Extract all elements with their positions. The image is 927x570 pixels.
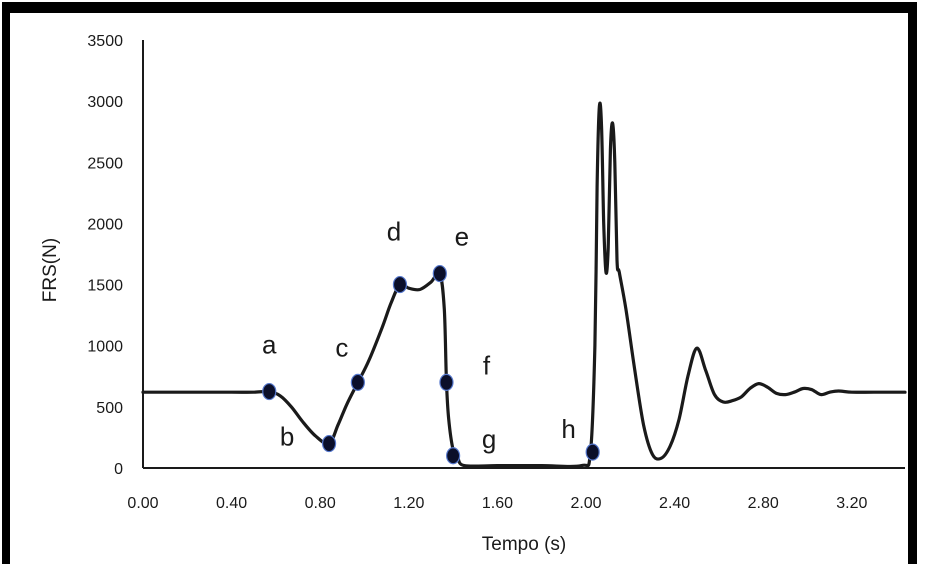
x-tick-label: 0.00 <box>127 495 158 512</box>
point-marker-h <box>585 443 600 461</box>
x-tick-label: 2.00 <box>570 495 601 512</box>
point-label-a: a <box>262 330 277 360</box>
point-markers <box>262 264 600 465</box>
point-label-d: d <box>387 217 401 247</box>
x-tick-label: 2.40 <box>659 495 690 512</box>
point-marker-d <box>392 275 408 294</box>
x-tick-label: 1.20 <box>393 495 424 512</box>
x-tick-label: 0.80 <box>305 495 336 512</box>
y-tick-label: 2000 <box>87 216 123 233</box>
point-label-b: b <box>280 422 294 452</box>
x-tick-label: 1.60 <box>482 495 513 512</box>
x-tick-label: 2.80 <box>748 495 779 512</box>
point-marker-b <box>321 434 337 453</box>
point-marker-c <box>350 373 365 391</box>
point-label-g: g <box>482 424 496 454</box>
point-marker-a <box>262 382 277 401</box>
series-line <box>141 101 907 469</box>
x-tick-labels: 0.00 0.40 0.80 1.20 1.60 2.00 2.40 2.80 3.20 <box>127 495 867 512</box>
y-tick-label: 0 <box>114 461 123 478</box>
y-tick-label: 1500 <box>87 278 123 295</box>
x-axis-title: Tempo (s) <box>482 534 566 555</box>
y-tick-label: 2500 <box>87 155 123 172</box>
point-label-c: c <box>335 332 348 362</box>
point-label-h: h <box>561 414 575 444</box>
point-marker-e <box>432 264 447 283</box>
x-tick-label: 0.40 <box>216 495 247 512</box>
point-marker-g <box>446 447 461 465</box>
point-label-e: e <box>455 222 469 252</box>
point-label-f: f <box>483 350 491 380</box>
y-tick-label: 3500 <box>87 33 123 50</box>
point-marker-f <box>439 373 454 391</box>
y-tick-label: 500 <box>96 400 123 417</box>
y-tick-label: 3000 <box>87 94 123 111</box>
chart-frame <box>2 2 917 564</box>
x-tick-label: 3.20 <box>836 495 867 512</box>
y-axis-title: FRS(N) <box>40 238 61 302</box>
point-labels: a b c d e f g h <box>262 217 576 454</box>
y-tick-label: 1000 <box>87 339 123 356</box>
y-tick-labels: 0 500 1000 1500 2000 2500 3000 3500 <box>87 33 123 478</box>
